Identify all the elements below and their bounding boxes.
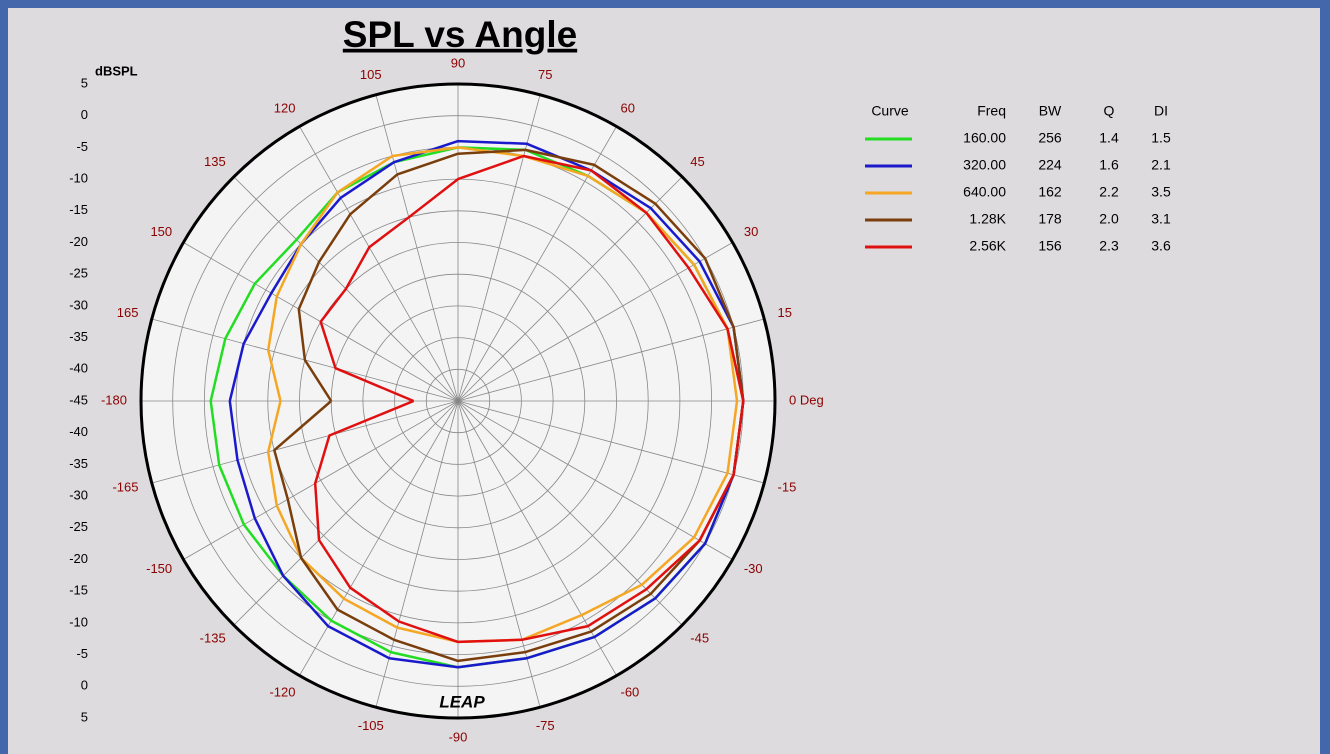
theta-tick-label: 45 [690, 154, 704, 169]
plot-border [139, 82, 777, 720]
theta-tick-label: -180 [101, 392, 127, 407]
legend-cell: 178 [1038, 211, 1062, 227]
r-tick-label: -35 [69, 456, 88, 471]
r-tick-label: -30 [69, 297, 88, 312]
grid-spoke [299, 400, 459, 676]
r-tick-label: 0 [81, 678, 88, 693]
legend-cell: 2.1 [1151, 157, 1171, 173]
r-tick-label: -40 [69, 361, 88, 376]
grid-spoke [233, 400, 459, 626]
theta-tick-label: -120 [269, 684, 295, 699]
r-tick-label: -5 [76, 139, 88, 154]
grid-spoke [457, 126, 617, 402]
r-tick-label: 0 [81, 107, 88, 122]
r-tick-label: 5 [81, 75, 88, 90]
theta-tick-label: 60 [621, 101, 635, 116]
r-tick-label: -15 [69, 202, 88, 217]
r-tick-label: -20 [69, 234, 88, 249]
curve [266, 146, 739, 644]
theta-tick-label: -30 [744, 561, 763, 576]
r-tick-label: -30 [69, 488, 88, 503]
grid-spoke [457, 400, 617, 676]
r-tick-label: -20 [69, 551, 88, 566]
r-axis-label: dBSPL [95, 63, 138, 78]
plot: -45 -40 -40 -35 -35 -30 -30 -25 -25 -20 -20 -15 -15 -… [69, 55, 824, 744]
theta-tick-label: 30 [744, 224, 758, 239]
legend-header: Freq [977, 103, 1006, 119]
grid-spoke [457, 400, 683, 626]
legend-cell: 640.00 [963, 184, 1006, 200]
grid-spoke [457, 400, 733, 560]
legend-cell: 1.4 [1099, 130, 1119, 146]
theta-tick-label: -75 [536, 718, 555, 733]
r-tick-label: -40 [69, 424, 88, 439]
theta-tick-label: -135 [200, 631, 226, 646]
r-tick-label: -10 [69, 614, 88, 629]
legend-cell: 162 [1038, 184, 1062, 200]
theta-tick-label: 15 [778, 305, 792, 320]
r-tick-label: 5 [81, 709, 88, 724]
legend-header: Curve [871, 103, 909, 119]
r-tick-label: -45 [69, 392, 88, 407]
theta-tick-label: 0 Deg [789, 392, 824, 407]
legend-cell: 2.56K [969, 238, 1006, 254]
legend-cell: 2.3 [1099, 238, 1119, 254]
theta-tick-label: 75 [538, 67, 552, 82]
theta-tick-label: -105 [358, 718, 384, 733]
grid-spoke [299, 126, 459, 402]
legend-cell: 2.0 [1099, 211, 1119, 227]
r-tick-label: -35 [69, 329, 88, 344]
legend-cell: 224 [1038, 157, 1062, 173]
legend-cell: 156 [1038, 238, 1062, 254]
theta-tick-label: 165 [117, 305, 139, 320]
legend-cell: 2.2 [1099, 184, 1119, 200]
grid-spoke [457, 242, 733, 402]
legend-cell: 160.00 [963, 130, 1006, 146]
legend-cell: 1.6 [1099, 157, 1119, 173]
grid-spoke [183, 400, 459, 560]
theta-tick-label: -90 [449, 729, 468, 744]
legend-header: Q [1104, 103, 1115, 119]
r-tick-label: -10 [69, 171, 88, 186]
theta-tick-label: 135 [204, 154, 226, 169]
legend-cell: 1.5 [1151, 130, 1171, 146]
grid-spoke [457, 400, 765, 484]
grid-spoke [457, 400, 541, 708]
grid-spoke [375, 94, 459, 402]
chart-title: SPL vs Angle [343, 14, 577, 55]
theta-tick-label: 150 [150, 224, 172, 239]
legend-cell: 3.5 [1151, 184, 1171, 200]
grid-spoke [375, 400, 459, 708]
theta-tick-label: -60 [621, 684, 640, 699]
grid-spoke [151, 400, 459, 484]
theta-tick-label: 105 [360, 67, 382, 82]
r-tick-label: -25 [69, 266, 88, 281]
theta-tick-label: -150 [146, 561, 172, 576]
r-tick-label: -25 [69, 519, 88, 534]
theta-tick-label: -45 [690, 631, 709, 646]
legend-cell: 320.00 [963, 157, 1006, 173]
theta-tick-label: 90 [451, 55, 465, 70]
theta-tick-label: -165 [112, 480, 138, 495]
logo: LEAP [439, 692, 485, 711]
legend-header: DI [1154, 103, 1168, 119]
legend-cell: 3.1 [1151, 211, 1171, 227]
theta-tick-label: -15 [778, 480, 797, 495]
legend-header: BW [1039, 103, 1062, 119]
curve [313, 154, 745, 644]
legend-cell: 1.28K [969, 211, 1006, 227]
legend-cell: 256 [1038, 130, 1062, 146]
r-tick-label: -15 [69, 583, 88, 598]
legend-cell: 3.6 [1151, 238, 1171, 254]
grid-spoke [457, 94, 541, 402]
grid-spoke [457, 318, 765, 402]
r-tick-label: -5 [76, 646, 88, 661]
grid-spoke [457, 176, 683, 402]
theta-tick-label: 120 [274, 101, 296, 116]
